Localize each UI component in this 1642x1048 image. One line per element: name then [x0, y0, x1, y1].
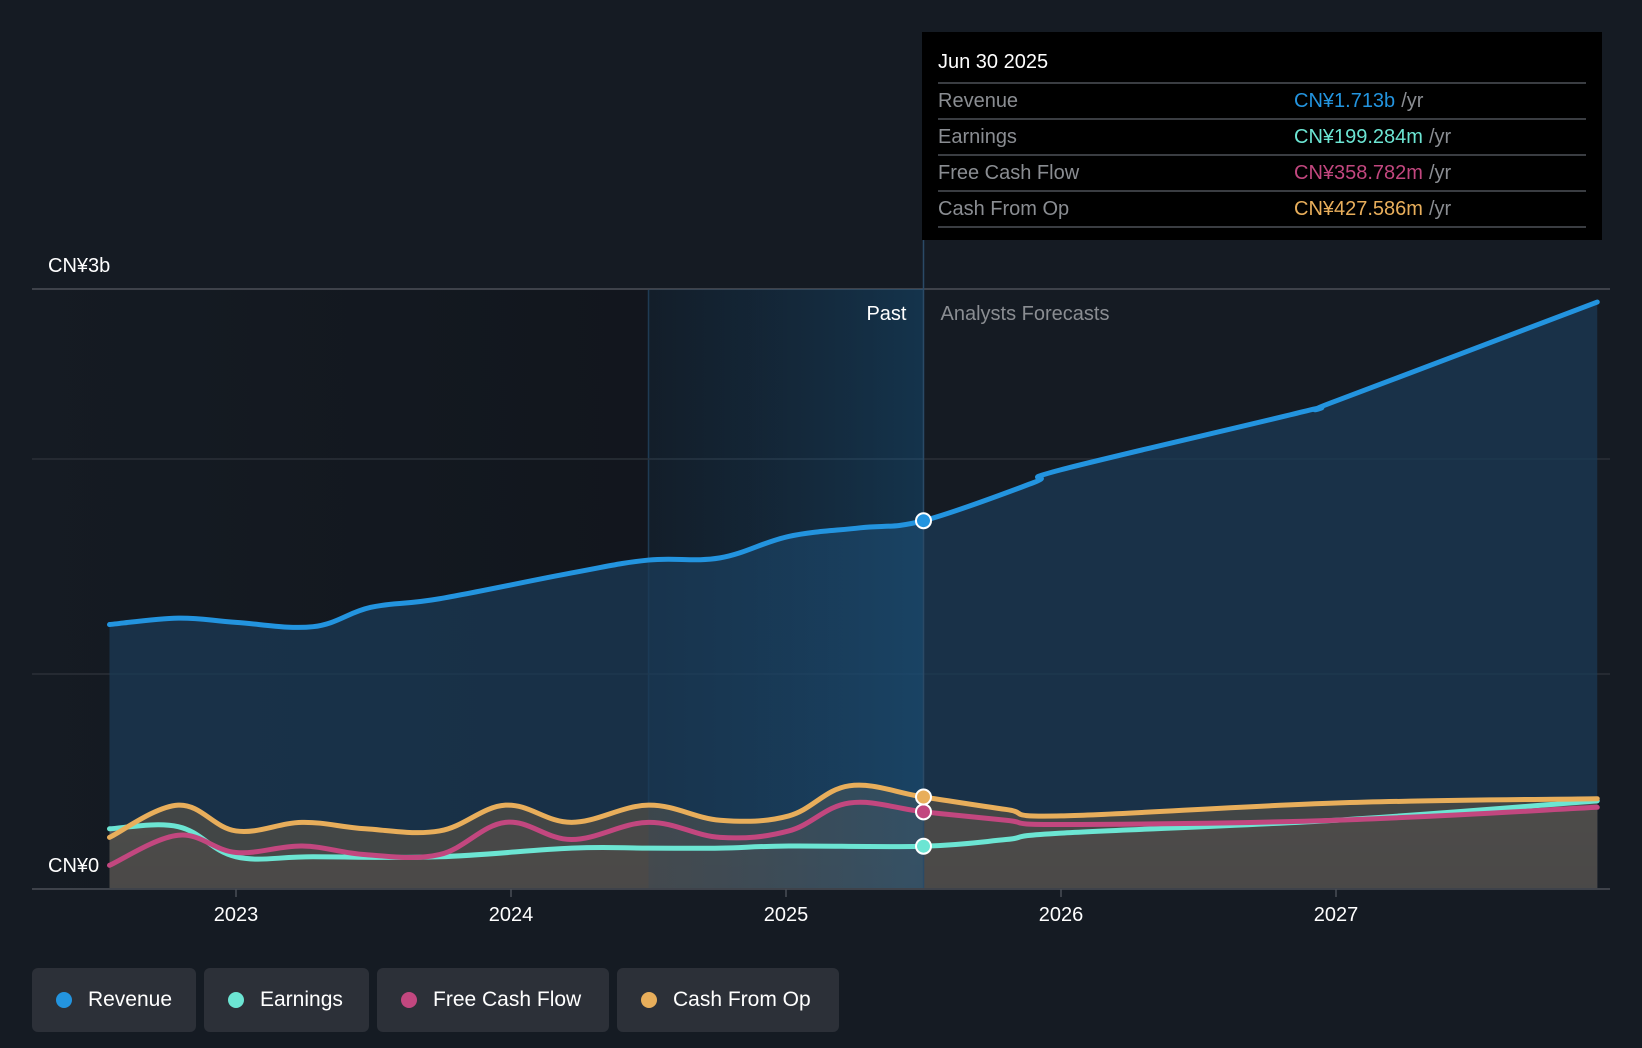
earnings-dot-icon	[228, 992, 244, 1008]
free-cash-flow-marker	[915, 803, 932, 821]
tooltip-value: CN¥199.284m	[1294, 126, 1423, 148]
legend-item-free-cash-flow[interactable]: Free Cash Flow	[377, 968, 609, 1032]
x-tick-label: 2027	[1314, 904, 1359, 926]
tooltip-unit: /yr	[1428, 126, 1452, 148]
legend-label: Cash From Op	[673, 988, 811, 1011]
tooltip-unit: /yr	[1428, 162, 1452, 184]
tooltip: Jun 30 2025 Revenue CN¥1.713b /yr Earnin…	[922, 32, 1602, 240]
legend-item-earnings[interactable]: Earnings	[204, 968, 369, 1032]
highlight-band	[648, 289, 924, 889]
legend-label: Earnings	[260, 988, 343, 1011]
legend-item-revenue[interactable]: Revenue	[32, 968, 196, 1032]
x-tick-label: 2023	[214, 904, 259, 926]
y-axis-label-zero: CN¥0	[48, 855, 99, 877]
cash-from-op-marker	[915, 788, 932, 806]
revenue-dot-icon	[56, 992, 72, 1008]
tooltip-label: Revenue	[938, 90, 1019, 112]
tooltip-label: Earnings	[938, 126, 1017, 148]
revenue-line	[107, 299, 1600, 630]
tooltip-row-earnings: Earnings CN¥199.284m /yr	[938, 120, 1586, 156]
y-axis-label-top: CN¥3b	[48, 255, 110, 277]
legend-label: Free Cash Flow	[433, 988, 582, 1011]
x-tick-label: 2024	[489, 904, 534, 926]
tooltip-value: CN¥358.782m	[1294, 162, 1423, 184]
tooltip-label: Cash From Op	[938, 198, 1070, 220]
legend-label: Revenue	[87, 988, 172, 1011]
tooltip-unit: /yr	[1401, 90, 1424, 112]
tooltip-value: CN¥1.713b	[1294, 90, 1396, 112]
x-tick-label: 2026	[1039, 904, 1084, 926]
tooltip-date: Jun 30 2025	[938, 32, 1586, 84]
legend-item-cash-from-op[interactable]: Cash From Op	[617, 968, 839, 1032]
cash-from-op-line	[107, 782, 1600, 840]
tooltip-row-free-cash-flow: Free Cash Flow CN¥358.782m /yr	[938, 156, 1586, 192]
earnings-marker	[915, 837, 932, 855]
past-label: Past	[866, 303, 906, 325]
x-tick-label: 2025	[764, 904, 809, 926]
forecast-label: Analysts Forecasts	[941, 303, 1110, 325]
free-cash-flow-dot-icon	[401, 992, 417, 1008]
tooltip-unit: /yr	[1428, 198, 1452, 220]
revenue-marker	[915, 512, 932, 530]
free-cash-flow-line	[107, 799, 1600, 868]
legend: Revenue Earnings Free Cash Flow Cash Fro…	[32, 968, 839, 1032]
cash-from-op-dot-icon	[641, 992, 657, 1008]
tooltip-value: CN¥427.586m	[1294, 198, 1423, 220]
tooltip-row-cash-from-op: Cash From Op CN¥427.586m /yr	[938, 192, 1586, 228]
tooltip-label: Free Cash Flow	[938, 162, 1080, 184]
earnings-line	[107, 798, 1600, 862]
tooltip-row-revenue: Revenue CN¥1.713b /yr	[938, 84, 1586, 120]
